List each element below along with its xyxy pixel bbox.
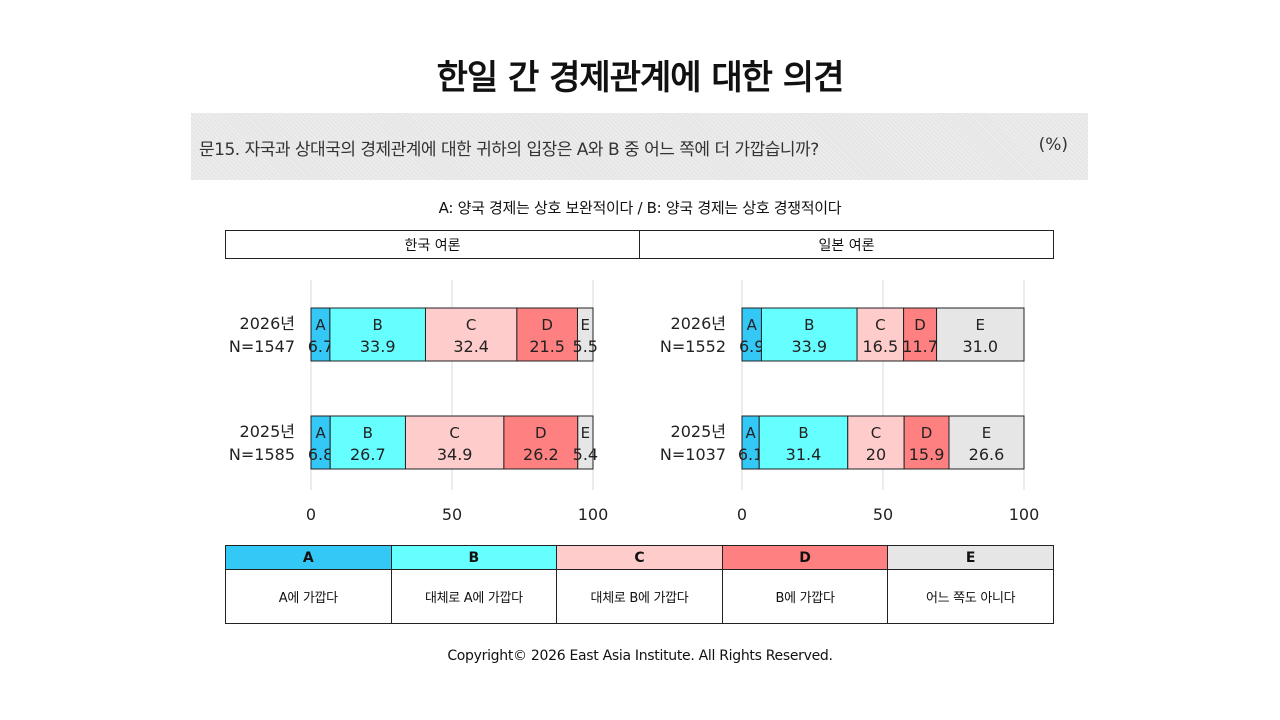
segment-category-label-japan-0-A: A [747,316,758,334]
row-year-label-korea-1: 2025년 [240,422,295,441]
segment-value-label-korea-0-B: 33.9 [360,337,396,356]
x-tick-label-japan-50: 50 [873,505,893,524]
segment-category-label-japan-1-D: D [921,424,933,442]
segment-value-label-korea-0-C: 32.4 [453,337,489,356]
copyright-footer: Copyright© 2026 East Asia Institute. All… [447,648,833,664]
segment-value-label-korea-1-A: 6.8 [308,445,333,464]
bar-segment-korea-1-D [503,415,579,470]
segment-value-label-korea-0-E: 5.5 [573,337,598,356]
row-n-label-korea-0: N=1547 [229,337,295,356]
legend-key-e: E [888,546,1053,570]
segment-category-label-japan-0-B: B [804,316,814,334]
legend-key-a: A [226,546,391,570]
segment-value-label-korea-0-D: 21.5 [529,337,565,356]
question-box: 문15. 자국과 상대국의 경제관계에 대한 귀하의 입장은 A와 B 중 어느… [191,113,1088,180]
legend-table: A A에 가깝다 B 대체로 A에 가깝다 C 대체로 B에 가깝다 D B에 … [225,545,1054,624]
segment-value-label-japan-1-A: 6.1 [738,445,763,464]
legend-cell-e: E 어느 쪽도 아니다 [888,546,1053,623]
bar-segment-korea-0-C [424,307,518,362]
segment-category-label-japan-0-D: D [914,316,926,334]
segment-category-label-korea-1-B: B [363,424,373,442]
segment-category-label-korea-0-E: E [581,316,590,334]
segment-category-label-japan-1-C: C [871,424,881,442]
segment-category-label-japan-1-E: E [982,424,991,442]
segment-category-label-japan-0-E: E [976,316,985,334]
panel-header-japan: 일본 여론 [639,230,1054,259]
legend-cell-d: D B에 가깝다 [722,546,889,623]
legend-desc-b: 대체로 A에 가깝다 [424,591,523,606]
segment-category-label-korea-0-D: D [541,316,553,334]
segment-category-label-japan-0-C: C [875,316,885,334]
segment-category-label-korea-1-E: E [581,424,590,442]
segment-value-label-korea-0-A: 6.7 [308,337,333,356]
segment-category-label-korea-0-C: C [466,316,476,334]
page-title: 한일 간 경제관계에 대한 의견 [436,58,845,98]
segment-value-label-japan-1-B: 31.4 [786,445,822,464]
x-tick-label-japan-0: 0 [737,505,747,524]
chart-subtitle: A: 양국 경제는 상호 보완적이다 / B: 양국 경제는 상호 경쟁적이다 [438,199,842,217]
row-year-label-japan-0: 2026년 [671,314,726,333]
segment-category-label-korea-1-D: D [535,424,547,442]
bar-segment-korea-1-B [329,415,406,470]
segment-value-label-japan-0-E: 31.0 [962,337,998,356]
question-text: 문15. 자국과 상대국의 경제관계에 대한 귀하의 입장은 A와 B 중 어느… [199,140,819,160]
bar-segment-korea-0-D [516,307,578,362]
bar-segment-japan-1-C [847,415,905,470]
legend-desc-a: A에 가깝다 [278,591,338,606]
segment-value-label-korea-1-D: 26.2 [523,445,559,464]
row-n-label-korea-1: N=1585 [229,445,295,464]
segment-value-label-japan-1-D: 15.9 [909,445,945,464]
segment-category-label-korea-0-B: B [373,316,383,334]
x-tick-label-korea-0: 0 [306,505,316,524]
bar-segment-korea-1-E [577,415,594,470]
bar-segment-japan-1-D [903,415,950,470]
legend-cell-a: A A에 가깝다 [226,546,392,623]
x-tick-label-japan-100: 100 [1009,505,1040,524]
segment-value-label-korea-1-C: 34.9 [437,445,473,464]
bar-segment-japan-0-B [760,307,858,362]
bar-segment-korea-1-C [404,415,505,470]
x-tick-label-korea-50: 50 [442,505,462,524]
bar-segment-japan-0-C [856,307,905,362]
bar-segment-japan-1-B [758,415,849,470]
row-year-label-japan-1: 2025년 [671,422,726,441]
segment-category-label-korea-1-C: C [449,424,459,442]
segment-value-label-korea-1-B: 26.7 [350,445,386,464]
segment-category-label-japan-1-B: B [798,424,808,442]
legend-key-c: C [557,546,722,570]
legend-cell-c: C 대체로 B에 가깝다 [557,546,723,623]
legend-desc-c: 대체로 B에 가깝다 [590,591,689,606]
x-tick-label-korea-100: 100 [578,505,609,524]
legend-key-b: B [391,546,557,570]
row-year-label-korea-0: 2026년 [240,314,295,333]
segment-value-label-japan-0-D: 11.7 [902,337,938,356]
segment-value-label-japan-0-A: 6.9 [739,337,764,356]
segment-value-label-japan-1-E: 26.6 [969,445,1005,464]
row-n-label-japan-1: N=1037 [660,445,726,464]
legend-key-d: D [722,546,888,570]
segment-value-label-japan-0-C: 16.5 [863,337,899,356]
segment-value-label-japan-0-B: 33.9 [791,337,827,356]
bar-segment-japan-1-E [948,415,1025,470]
bar-segment-korea-0-B [329,307,426,362]
legend-desc-d: B에 가깝다 [775,591,835,606]
segment-category-label-japan-1-A: A [745,424,756,442]
segment-category-label-korea-0-A: A [315,316,326,334]
legend-desc-e: 어느 쪽도 아니다 [926,591,1016,606]
stacked-bar-charts: 0 50 100 2026년 N=1547 A 6.7 B 33.9 C 32.4 D 21.5 E 5.5… [229,280,1040,524]
segment-category-label-korea-1-A: A [315,424,326,442]
segment-value-label-korea-1-E: 5.4 [573,445,598,464]
row-n-label-japan-0: N=1552 [660,337,726,356]
bar-segment-korea-0-E [576,307,594,362]
bar-segment-japan-0-E [936,307,1025,362]
unit-label: (%) [1038,135,1068,155]
segment-value-label-japan-1-C: 20 [866,445,886,464]
legend-cell-b: B 대체로 A에 가깝다 [391,546,558,623]
